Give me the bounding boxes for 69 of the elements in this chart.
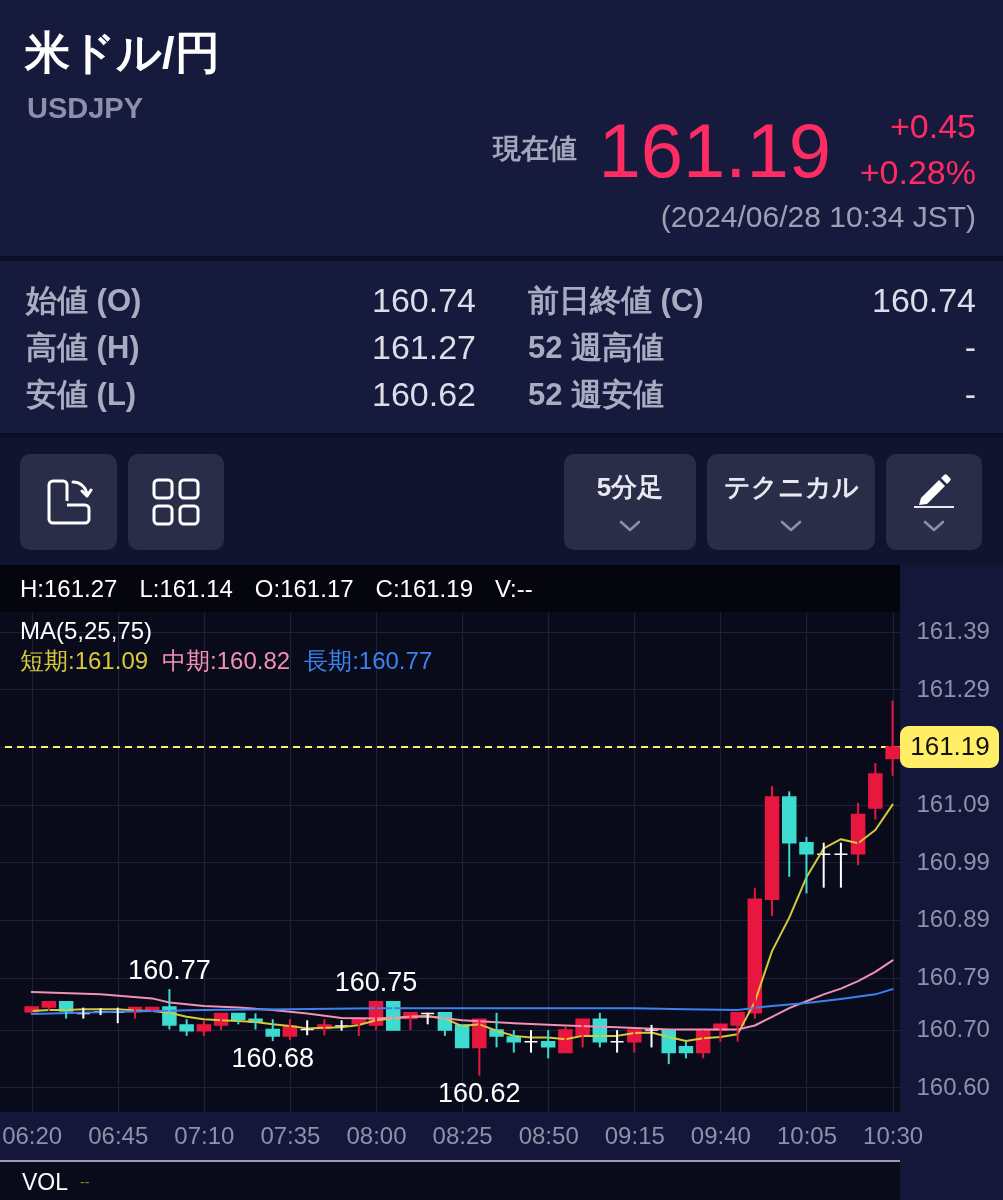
candlestick: [644, 1023, 659, 1049]
text: O:161.17: [254, 574, 354, 603]
candlestick: [265, 1018, 280, 1043]
x-tick-label: 07:35: [260, 1121, 321, 1149]
text: 160.62: [372, 375, 476, 415]
text: H:161.27: [20, 574, 118, 603]
y-tick-label: 160.60: [916, 1072, 990, 1100]
text: 52 週安値: [528, 377, 665, 413]
x-tick-label: 08:00: [346, 1121, 407, 1149]
interval-dropdown: 5分足: [564, 454, 696, 550]
x-tick-label: 10:05: [776, 1121, 837, 1149]
candlestick: [523, 1029, 539, 1054]
text: VOL: [22, 1169, 69, 1196]
y-tick-label: 160.99: [916, 847, 990, 875]
text: 高値 (H): [26, 330, 140, 366]
text: +0.45: [889, 107, 976, 147]
annotation: 161.19: [910, 730, 990, 761]
text: 中期:160.82: [162, 646, 291, 676]
x-tick-label: 06:20: [2, 1121, 63, 1149]
text: 前日終値 (C): [528, 283, 704, 319]
x-tick-label: 08:50: [518, 1121, 579, 1149]
text: USDJPY: [27, 92, 144, 126]
candlestick: [41, 1000, 57, 1013]
text: 160.74: [872, 281, 976, 321]
text: --: [80, 1174, 90, 1191]
x-tick-label: 09:15: [604, 1121, 665, 1149]
candlestick: [609, 1029, 625, 1054]
text: 始値 (O): [26, 283, 142, 319]
x-tick-label: 07:10: [174, 1121, 235, 1149]
candlestick: [782, 790, 797, 878]
candlestick: [885, 699, 900, 777]
candlestick: [816, 841, 831, 889]
candlestick: [420, 1011, 435, 1026]
text: C:161.19: [375, 574, 473, 603]
indicator-dropdown: テクニカル: [707, 454, 875, 550]
candlestick: [868, 762, 883, 821]
text: 52 週高値: [528, 330, 665, 366]
y-tick-label: 160.89: [916, 905, 990, 933]
annotation: 160.62: [438, 1077, 521, 1108]
text: L:161.14: [139, 574, 233, 603]
y-tick-label: 160.70: [916, 1015, 990, 1043]
text: (2024/06/28 10:34 JST): [660, 200, 976, 235]
text: 米ドル/円: [25, 27, 220, 79]
x-tick-label: 08:25: [432, 1121, 493, 1149]
text: 161.27: [372, 328, 476, 368]
annotation: 160.75: [334, 966, 418, 997]
text: -: [964, 375, 976, 415]
text: 安値 (L): [26, 377, 137, 413]
text: 161.19: [598, 107, 831, 195]
y-tick-label: 161.09: [916, 790, 990, 818]
annotation: 160.77: [128, 955, 211, 986]
text: 短期:161.09: [20, 646, 149, 676]
candlestick: [299, 1019, 315, 1037]
candlestick: [334, 1019, 349, 1032]
text: -: [964, 328, 976, 368]
text: 160.74: [372, 281, 476, 321]
y-tick-label: 161.29: [916, 674, 990, 702]
y-tick-label: 161.39: [916, 617, 990, 645]
legend-title: MA(5,25,75): [20, 616, 154, 646]
candlestick: [833, 841, 849, 889]
text: +0.28%: [859, 153, 976, 193]
x-tick-label: 06:45: [88, 1121, 149, 1149]
text: V:--: [494, 574, 533, 603]
x-tick-label: 09:40: [690, 1121, 751, 1149]
text: 現在値: [493, 133, 577, 166]
annotation: 160.68: [231, 1043, 315, 1074]
x-tick-label: 10:30: [863, 1121, 924, 1149]
text: 長期:160.77: [304, 646, 433, 676]
y-tick-label: 160.79: [916, 963, 990, 991]
